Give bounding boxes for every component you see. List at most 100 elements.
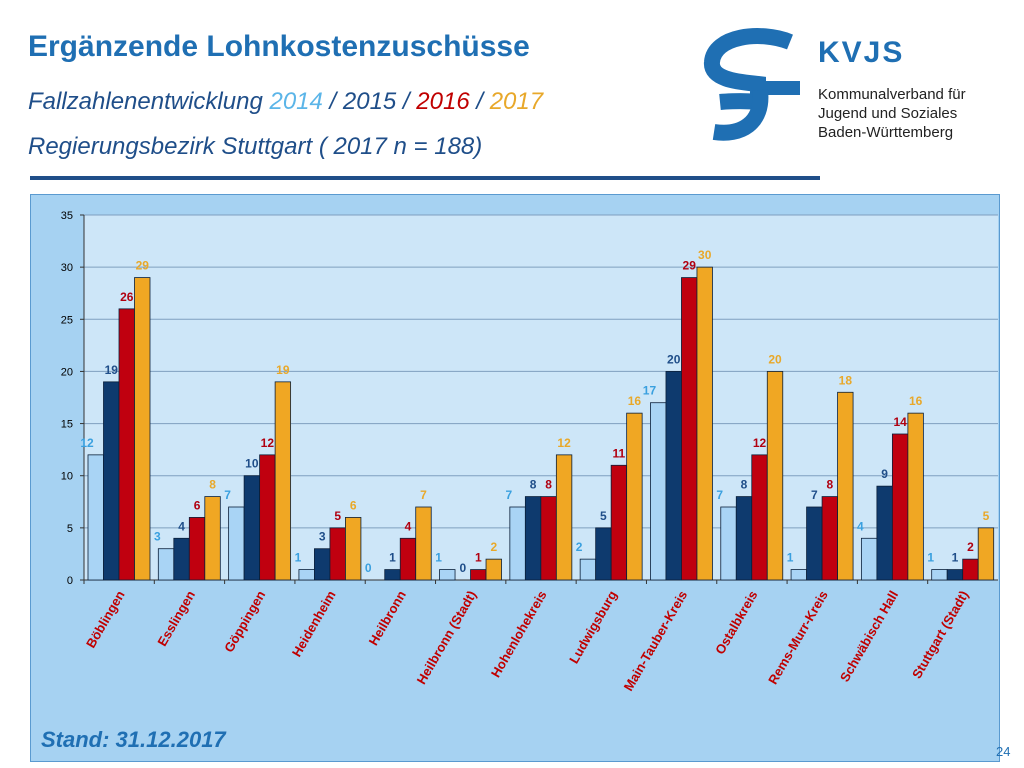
page-subtitle: Fallzahlenentwicklung 2014 / 2015 / 2016… xyxy=(28,88,543,116)
data-label-2016: 12 xyxy=(753,436,767,450)
data-label-2015: 8 xyxy=(741,478,748,492)
bar-2015 xyxy=(173,537,190,581)
data-label-2015: 9 xyxy=(881,467,888,481)
y-tick-label: 35 xyxy=(61,210,73,222)
bar-2017 xyxy=(415,506,432,581)
logo-line: Kommunalverband für xyxy=(818,86,966,103)
category-label: Main-Tauber-Kreis xyxy=(621,588,691,694)
data-label-2014: 7 xyxy=(506,488,513,502)
bar-2017 xyxy=(837,391,854,581)
data-label-2016: 2 xyxy=(967,540,974,554)
data-label-2017: 16 xyxy=(909,394,923,408)
bar-2014 xyxy=(298,569,315,581)
page-title: Ergänzende Lohnkostenzuschüsse xyxy=(28,30,530,63)
data-label-2017: 8 xyxy=(209,478,216,492)
bar-2016 xyxy=(188,517,206,581)
bar-2016 xyxy=(470,569,487,581)
bar-2016 xyxy=(681,277,698,581)
data-label-2015: 19 xyxy=(105,363,119,377)
data-label-2014: 1 xyxy=(435,551,442,565)
category-label: Schwäbisch Hall xyxy=(837,588,901,684)
category-label: Esslingen xyxy=(154,588,198,649)
data-label-2015: 10 xyxy=(245,457,259,471)
category-label: Rems-Murr-Kreis xyxy=(765,588,831,687)
bar-2014 xyxy=(87,454,104,581)
bar-2015 xyxy=(103,381,120,581)
data-label-2014: 17 xyxy=(643,384,657,398)
bar-2014 xyxy=(509,506,526,581)
data-label-2016: 1 xyxy=(475,551,482,565)
bar-2015 xyxy=(735,496,753,581)
bar-2015 xyxy=(665,371,682,581)
bar-2017 xyxy=(766,371,784,581)
bar-2015 xyxy=(595,527,612,581)
bar-2014 xyxy=(579,558,597,581)
data-label-2014: 1 xyxy=(295,551,302,565)
category-label: Heilbronn (Stadt) xyxy=(414,588,480,687)
data-label-2015: 0 xyxy=(459,561,466,575)
data-label-2016: 11 xyxy=(613,446,626,460)
stand-date: Stand: 31.12.2017 xyxy=(41,727,226,752)
bar-2015 xyxy=(524,496,542,581)
data-label-2016: 8 xyxy=(545,478,552,492)
data-label-2014: 3 xyxy=(154,530,161,544)
bar-chart: 0510152025303512192629Böblingen3468Essli… xyxy=(61,210,998,694)
bar-2016 xyxy=(259,454,276,581)
chart-panel: 0 5 10 15 20 25 30 35 12 19 26 29 Böblingen 3 4 6 8 Essli… xyxy=(30,194,1000,762)
bar-2016 xyxy=(821,496,838,581)
data-label-2014: 1 xyxy=(927,551,934,565)
data-label-2015: 3 xyxy=(319,530,326,544)
bar-2015 xyxy=(876,485,893,581)
data-label-2016: 29 xyxy=(683,259,697,273)
subtitle-separator: / xyxy=(469,88,490,115)
bar-2014 xyxy=(720,506,737,581)
data-label-2014: 1 xyxy=(787,551,794,565)
subtitle-year-2017: 2017 xyxy=(489,88,544,115)
category-label: Stuttgart (Stadt) xyxy=(909,588,971,681)
bar-2016 xyxy=(962,558,979,581)
data-label-2015: 1 xyxy=(389,551,396,565)
bar-2017 xyxy=(134,277,151,581)
region-subtitle: Regierungsbezirk Stuttgart ( 2017 n = 18… xyxy=(28,133,483,160)
data-label-2014: 7 xyxy=(716,488,723,502)
bar-2016 xyxy=(118,308,135,581)
data-label-2014: 0 xyxy=(365,561,372,575)
category-label: Heilbronn xyxy=(366,588,409,648)
bar-2017 xyxy=(345,517,362,581)
data-label-2014: 2 xyxy=(576,540,583,554)
y-tick-label: 25 xyxy=(61,314,73,326)
logo-line: Jugend und Soziales xyxy=(818,105,958,122)
data-label-2017: 16 xyxy=(628,394,642,408)
kvjs-logo: KVJS Kommunalverband für Jugend und Sozi… xyxy=(700,28,1000,148)
data-label-2016: 26 xyxy=(120,290,134,304)
data-label-2017: 6 xyxy=(350,498,357,512)
bar-2017 xyxy=(907,412,924,581)
data-label-2015: 8 xyxy=(530,478,537,492)
page-number: 24 xyxy=(996,744,1011,759)
bar-2017 xyxy=(204,496,221,581)
category-label: Hohenlohekreis xyxy=(488,588,550,680)
y-tick-label: 15 xyxy=(61,419,73,431)
data-label-2016: 5 xyxy=(334,509,341,523)
y-tick-label: 20 xyxy=(61,366,73,378)
bar-2016 xyxy=(540,496,557,581)
bar-2016 xyxy=(751,454,768,581)
bar-2014 xyxy=(157,548,175,581)
bar-2015 xyxy=(946,569,964,581)
bar-2014 xyxy=(790,569,807,581)
data-label-2017: 5 xyxy=(983,509,990,523)
data-label-2016: 12 xyxy=(261,436,275,450)
data-label-2017: 30 xyxy=(698,248,712,262)
bar-2014 xyxy=(228,506,245,581)
bar-2017 xyxy=(626,412,643,581)
subtitle-year-2014: 2014 xyxy=(269,88,323,115)
y-tick-label: 30 xyxy=(61,262,73,274)
data-label-2017: 18 xyxy=(839,373,853,387)
data-label-2015: 1 xyxy=(952,551,959,565)
bar-2014 xyxy=(860,537,878,581)
category-label: Göppingen xyxy=(221,588,268,655)
y-tick-label: 10 xyxy=(61,471,73,483)
bar-2017 xyxy=(555,454,573,581)
bar-2016 xyxy=(891,433,909,581)
bar-2015 xyxy=(314,548,331,581)
